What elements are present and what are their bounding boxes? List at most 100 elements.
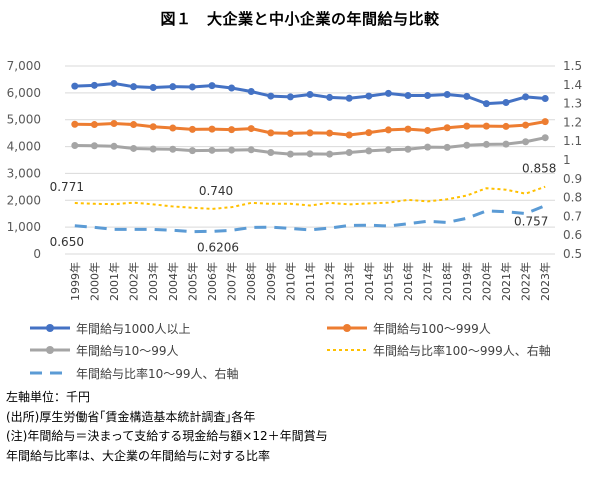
data-point-2 — [522, 138, 530, 146]
legend-marker-2 — [46, 346, 54, 354]
note-definition: (注)年間給与＝決まって支給する現金給与額×12＋年間賞与 — [6, 429, 328, 443]
x-tick-label: 2015年 — [381, 262, 395, 301]
data-label: 0.771 — [50, 180, 84, 194]
right-tick-label: 1 — [563, 153, 571, 167]
left-tick-label: 7,000 — [7, 59, 41, 73]
data-point-1 — [443, 124, 451, 132]
legend-label-2: 年間給与10～99人 — [76, 344, 179, 358]
x-tick-label: 2006年 — [205, 262, 219, 301]
x-axis-ticks: 1999年 2000年 2001年 2002年 2003年 2004年 2005年 2006年… — [68, 262, 552, 301]
data-point-1 — [326, 129, 334, 137]
left-tick-label: 5,000 — [7, 113, 41, 127]
right-axis-ticks: 0.5 0.6 0.7 0.8 0.9 1 1.1 1.2 1.3 1.4 1.5 — [563, 59, 582, 261]
left-tick-label: 3,000 — [7, 166, 41, 180]
data-point-2 — [71, 141, 79, 149]
legend-label-3: 年間給与比率100～999人、右軸 — [373, 343, 551, 358]
legend-label-1: 年間給与100～999人 — [373, 322, 491, 336]
data-point-2 — [110, 142, 118, 150]
data-point-2 — [208, 146, 216, 154]
data-point-0 — [384, 89, 392, 97]
series-line-4 — [74, 204, 546, 234]
x-tick-label: 2023年 — [538, 262, 552, 301]
left-tick-label: 0 — [33, 247, 41, 261]
data-labels: 0.771 0.740 0.858 0.650 0.6206 0.757 — [50, 162, 557, 255]
data-point-2 — [482, 140, 490, 148]
data-point-0 — [228, 84, 236, 92]
data-label: 0.757 — [514, 215, 548, 229]
data-point-2 — [267, 148, 275, 156]
data-point-2 — [541, 134, 549, 142]
data-point-1 — [522, 121, 530, 129]
data-label: 0.858 — [522, 162, 556, 176]
data-point-1 — [463, 122, 471, 130]
left-tick-label: 4,000 — [7, 140, 41, 154]
data-point-2 — [365, 147, 373, 155]
data-point-0 — [345, 94, 353, 102]
data-point-2 — [345, 148, 353, 156]
data-point-1 — [208, 125, 216, 133]
x-tick-label: 2005年 — [185, 262, 199, 301]
right-tick-label: 0.5 — [563, 247, 582, 261]
legend-marker-0 — [46, 324, 54, 332]
data-point-1 — [541, 118, 549, 126]
right-tick-label: 1.2 — [563, 115, 582, 129]
left-axis-ticks: 0 1,000 2,000 3,000 4,000 5,000 6,000 7,000 — [7, 59, 41, 261]
data-point-2 — [90, 142, 98, 150]
data-point-2 — [286, 150, 294, 158]
data-point-0 — [71, 82, 79, 90]
data-point-0 — [110, 79, 118, 87]
data-point-1 — [502, 122, 510, 130]
data-point-0 — [482, 100, 490, 108]
note-unit: 左軸単位：千円 — [6, 390, 91, 404]
x-tick-label: 2000年 — [87, 262, 101, 301]
data-point-2 — [326, 150, 334, 158]
left-tick-label: 2,000 — [7, 193, 41, 207]
data-point-1 — [169, 124, 177, 132]
x-tick-label: 2009年 — [264, 262, 278, 301]
data-point-2 — [384, 146, 392, 154]
data-point-0 — [541, 94, 549, 102]
data-point-1 — [365, 129, 373, 137]
data-point-2 — [463, 141, 471, 149]
x-tick-label: 2002年 — [127, 262, 141, 301]
data-point-1 — [247, 125, 255, 133]
data-point-0 — [365, 92, 373, 100]
data-point-2 — [149, 145, 157, 153]
data-point-0 — [267, 92, 275, 100]
data-point-1 — [188, 125, 196, 133]
left-tick-label: 6,000 — [7, 86, 41, 100]
data-point-0 — [404, 92, 412, 100]
x-tick-label: 2018年 — [440, 262, 454, 301]
right-tick-label: 0.8 — [563, 191, 582, 205]
data-point-1 — [71, 120, 79, 128]
note-ratio: 年間給与比率は、大企業の年間給与に対する比率 — [6, 448, 271, 463]
data-point-1 — [130, 121, 138, 129]
data-point-1 — [149, 123, 157, 131]
x-tick-label: 2019年 — [460, 262, 474, 301]
x-tick-label: 2014年 — [362, 262, 376, 301]
data-point-2 — [228, 146, 236, 154]
legend-label-0: 年間給与1000人以上 — [76, 322, 191, 336]
data-point-1 — [228, 126, 236, 134]
gridlines — [65, 65, 555, 255]
legend-marker-1 — [343, 324, 351, 332]
legend-label-4: 年間給与比率10～99人、右軸 — [76, 366, 239, 381]
right-tick-label: 1.3 — [563, 97, 582, 111]
right-tick-label: 1.4 — [563, 78, 582, 92]
x-tick-label: 1999年 — [68, 262, 82, 301]
data-point-0 — [522, 93, 530, 101]
data-point-2 — [404, 145, 412, 153]
data-point-2 — [424, 143, 432, 151]
data-point-0 — [208, 82, 216, 90]
right-tick-label: 0.9 — [563, 172, 582, 186]
x-tick-label: 2008年 — [244, 262, 258, 301]
data-point-0 — [90, 81, 98, 89]
series-lines — [71, 79, 549, 234]
line-chart: 0 1,000 2,000 3,000 4,000 5,000 6,000 7,000 0.5… — [7, 59, 582, 381]
data-point-0 — [502, 99, 510, 107]
x-tick-label: 2020年 — [479, 262, 493, 301]
notes: 左軸単位：千円 (出所)厚生労働省｢賃金構造基本統計調査｣各年 (注)年間給与＝… — [6, 388, 328, 466]
data-point-1 — [110, 119, 118, 127]
x-tick-label: 2016年 — [401, 262, 415, 301]
x-tick-label: 2021年 — [499, 262, 513, 301]
